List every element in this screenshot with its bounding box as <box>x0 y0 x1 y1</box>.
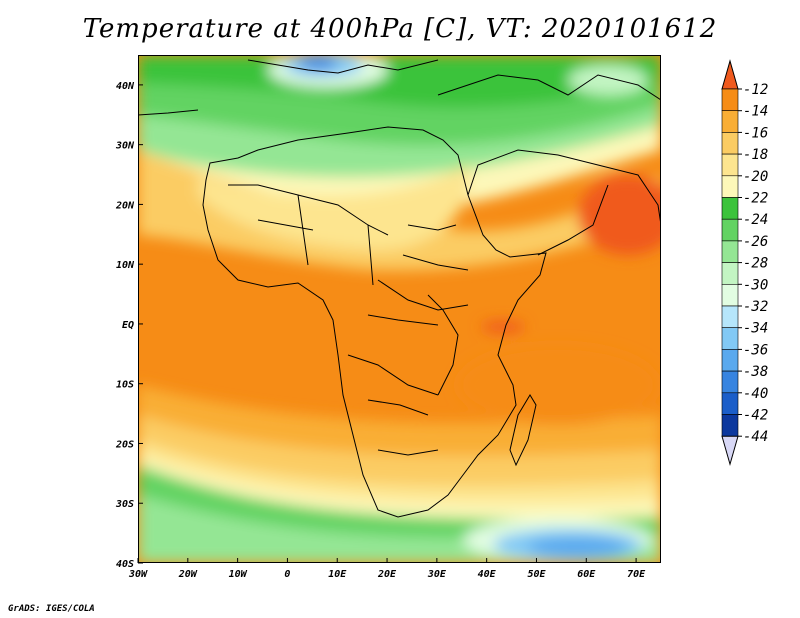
y-tick-label: 40S <box>116 559 134 570</box>
colorbar-segment <box>721 305 739 329</box>
temperature-map <box>138 55 661 563</box>
colorbar-label: -22 <box>743 191 768 207</box>
grads-credit: GrADS: IGES/COLA <box>8 604 95 614</box>
colorbar-segment <box>721 327 739 350</box>
y-tick-label: EQ <box>122 320 134 331</box>
colorbar-label: -30 <box>743 277 768 293</box>
y-tick-label: 20N <box>115 200 135 211</box>
y-tick-label: 20S <box>115 439 134 450</box>
colorbar-segment <box>721 197 739 220</box>
colorbar-label: -16 <box>743 125 768 141</box>
colorbar-segment <box>721 88 739 112</box>
colorbar-label: -14 <box>743 104 768 120</box>
colorbar-segment <box>721 392 739 415</box>
colorbar-segment <box>721 414 739 437</box>
colorbar-label: -26 <box>743 234 768 250</box>
colorbar-bottom-arrow <box>721 435 739 467</box>
colorbar-label: -36 <box>743 342 768 358</box>
x-tick-label: 10E <box>328 569 347 580</box>
x-tick-label: 30E <box>427 569 447 580</box>
x-tick-label: 30W <box>128 569 148 580</box>
y-tick-label: 10N <box>116 260 135 271</box>
colorbar-label: -18 <box>743 147 768 163</box>
y-tick-label: 40N <box>116 81 135 92</box>
x-tick-label: 70E <box>627 569 646 580</box>
colorbar-label: -34 <box>743 321 768 337</box>
colorbar-segment <box>721 262 739 285</box>
colorbar-label: -38 <box>743 364 768 380</box>
x-tick-label: 10W <box>229 569 248 580</box>
colorbar-label: -20 <box>743 169 768 185</box>
colorbar-label: -32 <box>743 299 768 315</box>
colorbar-segment <box>721 153 739 177</box>
x-tick-labels: 30W 20W 10W 0 10E 20E 30E 40E 50E 60E 70E <box>128 569 646 580</box>
x-tick-label: 20E <box>377 569 397 580</box>
x-tick-label: 40E <box>478 569 497 580</box>
colorbar-segment <box>721 349 739 372</box>
colorbar-top-arrow <box>721 59 739 90</box>
colorbar-label: -42 <box>743 408 768 424</box>
y-tick-labels: 40S 30S 20S 10S EQ 10N 20N 30N 40N <box>115 81 135 570</box>
colorbar-label: -28 <box>743 256 768 272</box>
colorbar-segment <box>721 240 739 263</box>
colorbar-segment <box>721 110 739 133</box>
map-title: Temperature at 400hPa [C], VT: 202010161… <box>82 14 718 44</box>
x-tick-label: 20W <box>178 569 198 580</box>
colorbar-label: -24 <box>743 212 768 228</box>
colorbar-segment <box>721 218 739 242</box>
colorbar-label: -44 <box>743 429 768 445</box>
x-tick-label: 60E <box>577 569 596 580</box>
x-tick-label: 50E <box>527 569 546 580</box>
y-tick-label: 30S <box>115 499 134 510</box>
colorbar: -12 -14 -16 -18 -20 -22 -24 -26 -28 -30 -32 -34 -36 -… <box>721 59 768 467</box>
colorbar-segment <box>721 370 739 394</box>
y-tick-label: 10S <box>116 380 134 391</box>
x-tick-label: 0 <box>284 569 290 580</box>
colorbar-segment <box>721 175 739 198</box>
colorbar-label: -12 <box>743 82 768 98</box>
y-tick-label: 30N <box>115 141 135 152</box>
colorbar-segment <box>721 132 739 155</box>
map-panel <box>138 55 661 563</box>
colorbar-segment <box>721 283 739 307</box>
colorbar-label: -40 <box>743 386 768 402</box>
